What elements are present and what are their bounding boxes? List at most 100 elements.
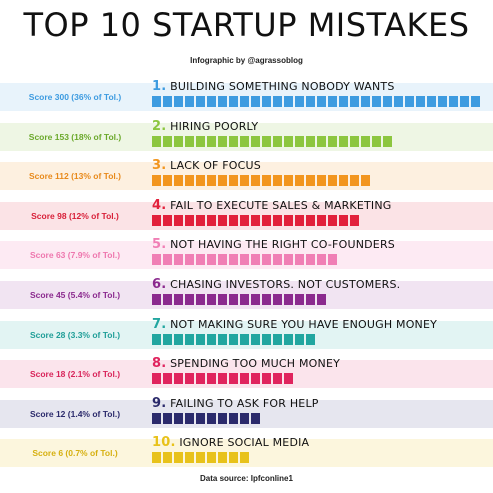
bar-square bbox=[174, 373, 183, 385]
score-label: Score 12 (1.4% of Tol.) bbox=[29, 408, 121, 419]
bar-square bbox=[251, 175, 260, 187]
bar-square bbox=[152, 96, 161, 107]
bar-square bbox=[163, 333, 172, 345]
bar-square bbox=[284, 333, 293, 345]
mistake-text: FAIL TO EXECUTE SALES & MARKETING bbox=[170, 198, 392, 212]
bar-square bbox=[174, 333, 183, 345]
score-bar bbox=[152, 373, 293, 385]
mistake-row: Score 6 (0.7% of Tol.) 10. IGNORE SOCIAL … bbox=[0, 434, 493, 474]
mistake-text: NOT HAVING THE RIGHT CO-FOUNDERS bbox=[170, 238, 395, 252]
bar-square bbox=[185, 412, 194, 424]
bar-square bbox=[361, 135, 370, 147]
bar-square bbox=[196, 333, 205, 345]
bar-square bbox=[163, 135, 172, 147]
mistake-label: 6. CHASING INVESTORS. NOT CUSTOMERS. bbox=[152, 277, 400, 292]
bar-square bbox=[174, 294, 183, 305]
score-bar bbox=[152, 333, 315, 345]
bar-square bbox=[207, 294, 216, 305]
bar-square bbox=[174, 135, 183, 147]
mistake-text: HIRING POORLY bbox=[170, 119, 259, 133]
rank-number: 8. bbox=[152, 356, 167, 372]
mistake-text: BUILDING SOMETHING NOBODY WANTS bbox=[170, 80, 395, 93]
mistake-label: 9. FAILING TO ASK FOR HELP bbox=[152, 396, 319, 411]
bar-square bbox=[152, 452, 161, 464]
bar-square bbox=[306, 214, 315, 226]
bar-square bbox=[229, 333, 238, 345]
mistake-label: 5. NOT HAVING THE RIGHT CO-FOUNDERS bbox=[152, 237, 395, 252]
bar-square bbox=[262, 294, 271, 305]
mistake-row: Score 153 (18% of Tol.) 2. HIRING POORLY bbox=[0, 118, 493, 158]
bar-square bbox=[317, 96, 326, 107]
bar-square bbox=[295, 294, 304, 305]
data-source: Data source: Ipfconline1 bbox=[200, 474, 293, 483]
bar-square bbox=[207, 135, 216, 147]
bar-square bbox=[152, 412, 161, 424]
bar-square bbox=[317, 214, 326, 226]
bar-square bbox=[328, 254, 337, 266]
score-bar bbox=[152, 412, 260, 424]
bar-square bbox=[185, 373, 194, 385]
bar-square bbox=[416, 96, 425, 107]
bar-square bbox=[350, 214, 359, 226]
bar-square bbox=[317, 294, 326, 305]
bar-square bbox=[438, 96, 447, 107]
bar-square bbox=[229, 412, 238, 424]
score-bar bbox=[152, 254, 337, 266]
score-label: Score 112 (13% of Tol.) bbox=[29, 171, 121, 182]
rank-number: 9. bbox=[152, 395, 167, 411]
bar-square bbox=[251, 373, 260, 385]
bar-square bbox=[306, 333, 315, 345]
bar-square bbox=[328, 175, 337, 187]
bar-square bbox=[306, 254, 315, 266]
bar-square bbox=[328, 135, 337, 147]
bar-square bbox=[251, 294, 260, 305]
bar-square bbox=[185, 294, 194, 305]
mistake-text: CHASING INVESTORS. NOT CUSTOMERS. bbox=[170, 278, 401, 291]
infographic-credit: Infographic by @agrassoblog bbox=[190, 56, 303, 65]
bar-square bbox=[295, 333, 304, 345]
bar-square bbox=[284, 254, 293, 266]
rank-number: 2. bbox=[152, 118, 167, 134]
bar-square bbox=[196, 373, 205, 385]
bar-square bbox=[383, 135, 392, 147]
bar-square bbox=[163, 294, 172, 305]
mistake-text: SPENDING TOO MUCH MONEY bbox=[170, 357, 341, 371]
mistake-row: Score 12 (1.4% of Tol.) 9. FAILING TO ASK… bbox=[0, 395, 493, 435]
bar-square bbox=[251, 254, 260, 266]
bar-square bbox=[328, 96, 337, 107]
bar-square bbox=[163, 373, 172, 385]
bar-square bbox=[174, 254, 183, 266]
bar-square bbox=[163, 412, 172, 424]
mistake-label: 4. FAIL TO EXECUTE SALES & MARKETING bbox=[152, 198, 392, 213]
score-bar bbox=[152, 452, 249, 464]
bar-square bbox=[251, 135, 260, 147]
bar-square bbox=[185, 254, 194, 266]
bar-square bbox=[196, 452, 205, 464]
bar-square bbox=[163, 214, 172, 226]
mistake-label: 3. LACK OF FOCUS bbox=[152, 158, 261, 173]
bar-square bbox=[196, 214, 205, 226]
bar-square bbox=[196, 294, 205, 305]
bar-square bbox=[196, 412, 205, 424]
rank-number: 10. bbox=[152, 435, 176, 451]
bar-square bbox=[284, 214, 293, 226]
mistake-label: 2. HIRING POORLY bbox=[152, 119, 258, 134]
bar-square bbox=[218, 135, 227, 147]
mistake-text: IGNORE SOCIAL MEDIA bbox=[179, 436, 310, 450]
mistake-text: FAILING TO ASK FOR HELP bbox=[170, 396, 319, 410]
bar-square bbox=[240, 333, 249, 345]
bar-square bbox=[339, 96, 348, 107]
mistake-label: 8. SPENDING TOO MUCH MONEY bbox=[152, 356, 340, 371]
bar-square bbox=[218, 96, 227, 107]
bar-square bbox=[273, 294, 282, 305]
bar-square bbox=[251, 214, 260, 226]
bar-square bbox=[471, 96, 480, 107]
bar-square bbox=[251, 96, 260, 107]
bar-square bbox=[196, 135, 205, 147]
bar-square bbox=[240, 254, 249, 266]
rank-number: 7. bbox=[152, 316, 167, 332]
bar-square bbox=[240, 214, 249, 226]
mistake-row: Score 45 (5.4% of Tol.) 6. CHASING INVEST… bbox=[0, 276, 493, 316]
bar-square bbox=[207, 254, 216, 266]
bar-square bbox=[405, 96, 414, 107]
